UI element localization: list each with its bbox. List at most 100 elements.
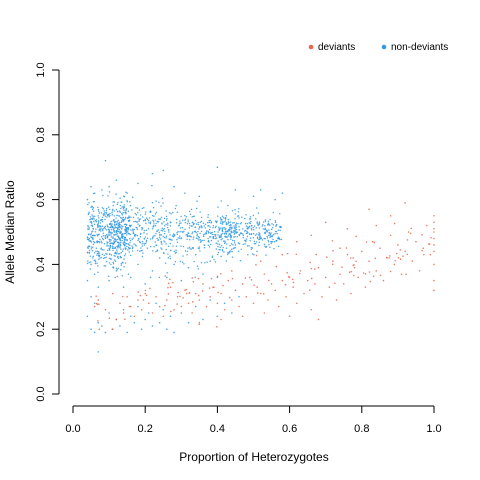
non-deviant-point	[109, 242, 111, 245]
non-deviant-point	[164, 262, 167, 264]
non-deviant-point	[262, 224, 264, 226]
deviant-point	[348, 271, 351, 274]
non-deviant-point	[234, 226, 237, 228]
non-deviant-point	[200, 216, 203, 219]
deviant-point	[244, 277, 247, 279]
deviant-point	[198, 321, 201, 324]
non-deviant-point	[112, 247, 114, 250]
non-deviant-point	[163, 236, 166, 239]
non-deviant-point	[154, 234, 156, 237]
non-deviant-point	[114, 237, 116, 240]
non-deviant-point	[200, 220, 203, 223]
non-deviant-point	[243, 230, 246, 232]
deviant-point	[389, 255, 391, 257]
deviant-point	[126, 296, 128, 298]
non-deviant-point	[156, 220, 159, 223]
non-deviant-point	[190, 248, 193, 250]
non-deviant-point	[264, 220, 267, 222]
deviant-point	[245, 296, 248, 298]
y-tick-label-4: 0.8	[35, 127, 47, 142]
non-deviant-point	[222, 222, 224, 224]
non-deviant-point	[235, 226, 238, 228]
non-deviant-point	[103, 210, 105, 212]
data-points	[86, 159, 435, 353]
non-deviant-point	[102, 194, 104, 197]
deviant-point	[382, 279, 385, 282]
deviant-point	[422, 247, 424, 249]
non-deviant-point	[161, 197, 164, 200]
non-deviant-point	[112, 242, 114, 244]
non-deviant-point	[108, 215, 110, 218]
non-deviant-point	[126, 245, 128, 248]
deviant-point	[309, 261, 312, 264]
non-deviant-point	[137, 239, 139, 242]
non-deviant-point	[209, 219, 212, 222]
non-deviant-point	[184, 214, 186, 217]
non-deviant-point	[94, 230, 97, 233]
non-deviant-point	[264, 245, 266, 247]
deviant-point	[209, 296, 211, 298]
non-deviant-point	[243, 217, 246, 220]
non-deviant-point	[271, 226, 274, 229]
non-deviant-point	[203, 239, 205, 242]
non-deviant-point	[98, 210, 100, 212]
deviant-point	[411, 260, 414, 262]
non-deviant-point	[88, 233, 90, 235]
non-deviant-point	[183, 230, 185, 232]
deviant-point	[399, 258, 402, 261]
non-deviant-point	[97, 215, 99, 217]
non-deviant-point	[116, 275, 119, 278]
non-deviant-point	[117, 247, 119, 249]
non-deviant-point	[90, 247, 93, 250]
non-deviant-point	[102, 238, 105, 241]
non-deviant-point	[160, 205, 162, 207]
non-deviant-point	[248, 222, 250, 224]
non-deviant-point	[124, 248, 127, 250]
non-deviant-point	[117, 210, 119, 213]
non-deviant-point	[277, 236, 280, 238]
non-deviant-point	[194, 276, 196, 279]
non-deviant-point	[91, 218, 93, 220]
deviant-point	[292, 286, 295, 288]
non-deviant-point	[127, 210, 130, 213]
non-deviant-point	[151, 214, 154, 217]
non-deviant-point	[210, 232, 212, 235]
deviant-point	[192, 280, 195, 283]
non-deviant-point	[223, 227, 226, 229]
non-deviant-point	[89, 240, 92, 242]
non-deviant-point	[196, 200, 198, 202]
non-deviant-point	[98, 252, 100, 255]
non-deviant-point	[93, 331, 96, 334]
deviant-point	[164, 275, 167, 277]
non-deviant-point	[110, 234, 112, 236]
non-deviant-point	[126, 331, 128, 334]
non-deviant-point	[252, 195, 255, 198]
deviant-point	[346, 253, 349, 256]
non-deviant-point	[123, 209, 125, 211]
non-deviant-point	[113, 220, 116, 223]
non-deviant-point	[88, 261, 90, 264]
deviant-point	[310, 267, 313, 270]
non-deviant-point	[104, 227, 106, 230]
non-deviant-point	[258, 244, 260, 246]
non-deviant-point	[227, 238, 229, 241]
non-deviant-point	[275, 224, 278, 226]
non-deviant-point	[202, 273, 204, 275]
non-deviant-point	[268, 231, 270, 234]
deviant-point	[250, 279, 253, 281]
non-deviant-point	[113, 240, 115, 242]
non-deviant-point	[127, 246, 130, 249]
non-deviant-point	[279, 229, 281, 232]
non-deviant-point	[211, 233, 214, 236]
non-deviant-point	[233, 230, 235, 233]
non-deviant-point	[228, 224, 231, 227]
non-deviant-point	[106, 260, 108, 263]
non-deviant-point	[152, 206, 155, 209]
non-deviant-point	[183, 262, 185, 265]
non-deviant-point	[213, 230, 216, 233]
non-deviant-point	[232, 247, 234, 250]
non-deviant-point	[101, 325, 103, 327]
non-deviant-point	[189, 213, 192, 215]
non-deviant-point	[141, 249, 143, 252]
non-deviant-point	[158, 257, 161, 259]
